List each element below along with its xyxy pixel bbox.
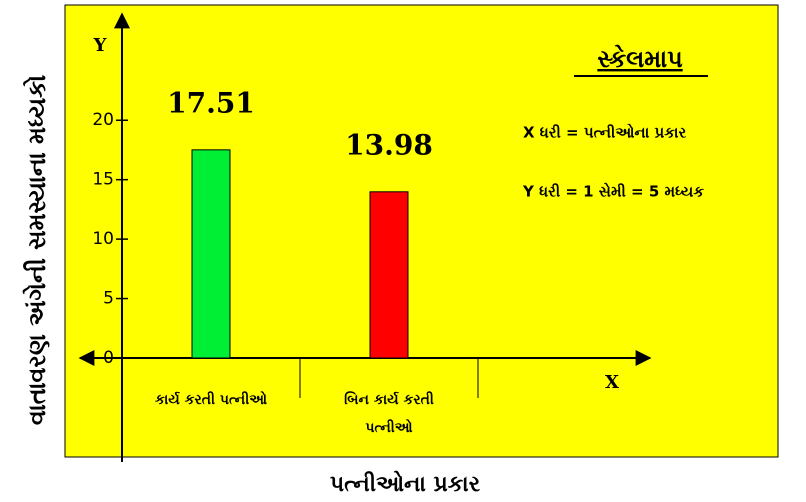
y-axis-title: વાતાવરણ અંગેની સમસ્યાના મધ્યકો	[22, 75, 51, 425]
y-tick-label: 5	[103, 289, 114, 309]
legend-line: Y ધરી = 1 સેમી = 5 મધ્યક	[522, 181, 704, 200]
bar	[369, 191, 409, 359]
x-axis-letter: X	[605, 372, 619, 393]
y-tick-label: 15	[92, 170, 114, 190]
y-tick-label: 20	[92, 110, 114, 130]
bar	[191, 149, 231, 359]
x-tick-label: કાર્ય કરતી પત્નીઓ	[154, 392, 268, 408]
x-tick-label-box: કાર્ય કરતી પત્નીઓ	[154, 392, 268, 408]
value-label: 17.51	[167, 86, 255, 119]
legend-line: X ધરી = પત્નીઓના પ્રકાર	[523, 123, 686, 142]
x-tick-label-box: બિન કાર્ય કરતી પત્નીઓ	[344, 392, 434, 436]
x-axis-title: પત્નીઓના પ્રકાર	[330, 470, 481, 497]
y-tick-label: 0	[103, 348, 114, 368]
legend-title: સ્કેલમાપ	[597, 44, 683, 73]
x-tick-label: બિન કાર્ય કરતી પત્નીઓ	[344, 392, 434, 436]
y-tick-label: 10	[92, 229, 114, 249]
y-axis-letter: Y	[93, 35, 108, 56]
value-label: 13.98	[345, 128, 433, 161]
plot-background	[64, 4, 779, 458]
